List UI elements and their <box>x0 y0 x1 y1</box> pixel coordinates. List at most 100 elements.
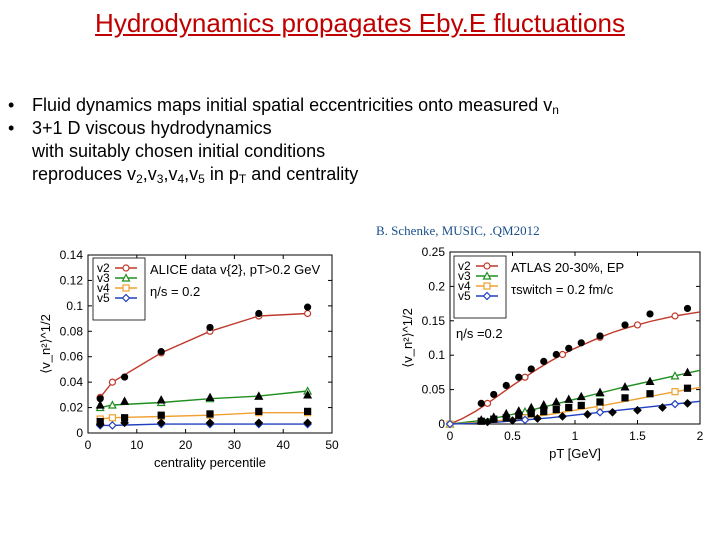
data-point <box>205 392 215 401</box>
data-point <box>477 399 485 407</box>
data-point <box>255 309 263 318</box>
data-point <box>658 403 667 412</box>
data-point <box>608 407 617 417</box>
data-point <box>157 348 165 356</box>
bullet-1-text: Fluid dynamics maps initial spatial ecce… <box>32 95 559 117</box>
legend-label-v2: v2 <box>97 261 110 275</box>
y-tick-label: 0.1 <box>428 348 445 362</box>
data-point <box>304 303 312 311</box>
y-tick-label: 0.15 <box>422 314 446 328</box>
data-point <box>565 344 573 352</box>
y-axis-label: ⟨v_n²⟩^1/2 <box>400 308 415 368</box>
y-tick-label: 0 <box>76 426 83 440</box>
data-point <box>502 381 510 390</box>
x-tick-label: 30 <box>228 438 242 452</box>
plot-frame <box>87 254 333 434</box>
y-tick-label: 0.06 <box>60 350 84 364</box>
series-line-v3 <box>100 390 308 409</box>
series-point-v2 <box>671 312 679 320</box>
series-point-v5 <box>670 399 680 409</box>
data-point <box>583 410 592 419</box>
x-tick-label: 2 <box>697 429 704 443</box>
data-point <box>565 403 573 412</box>
data-point <box>477 417 485 425</box>
x-tick-label: 50 <box>325 438 339 452</box>
series-line-v2 <box>99 312 308 398</box>
series-point-v4 <box>671 388 679 396</box>
legend-marker-v3 <box>482 271 492 280</box>
series-point-v3 <box>107 400 117 409</box>
x-tick-label: 0.5 <box>504 429 521 443</box>
x-tick-label: 1 <box>572 429 579 443</box>
data-point <box>539 399 549 409</box>
y-tick-label: 0.02 <box>60 401 84 415</box>
legend-label-v4: v4 <box>97 281 110 295</box>
data-point <box>683 304 692 313</box>
y-axis-label: ⟨v_n²⟩^1/2 <box>38 314 53 374</box>
data-point <box>255 407 263 415</box>
data-point <box>304 407 312 415</box>
legend-text: ATLAS 20-30%, EP <box>511 260 624 275</box>
bullet-2: • 3+1 D viscous hydrodynamics <box>8 117 708 140</box>
series-point-v2 <box>521 373 529 381</box>
data-point <box>551 397 561 406</box>
data-point <box>490 390 498 399</box>
data-point <box>552 350 560 359</box>
bullet-2-cont: with suitably chosen initial conditions <box>8 140 708 163</box>
data-point <box>577 401 585 410</box>
legend-label-v4: v4 <box>458 279 471 293</box>
bullet-2-cont: reproduces v2,v3,v4,v5 in pT and central… <box>8 163 708 186</box>
x-tick-label: 0 <box>447 429 454 443</box>
data-point <box>120 418 129 428</box>
legend-label-v3: v3 <box>458 269 471 283</box>
series-point-v2 <box>483 399 492 407</box>
legend-marker-v4 <box>122 284 130 292</box>
series-point-v2 <box>558 350 567 359</box>
data-point <box>508 416 517 425</box>
x-tick-label: 10 <box>130 438 144 452</box>
data-point <box>621 394 629 402</box>
data-point <box>254 418 264 428</box>
x-tick-label: 0 <box>85 438 92 452</box>
legend-label-v2: v2 <box>458 259 471 273</box>
x-tick-label: 20 <box>179 438 193 452</box>
x-tick-label: 1.5 <box>629 429 646 443</box>
series-point-v5 <box>520 415 530 425</box>
y-tick-label: 0.12 <box>60 273 84 287</box>
series-line-v5 <box>100 423 308 427</box>
y-tick-label: 0.04 <box>60 375 84 389</box>
data-point <box>577 339 585 347</box>
legend-text: η/s = 0.2 <box>150 284 200 299</box>
data-point <box>526 402 536 412</box>
data-point <box>515 373 523 381</box>
legend-label-v5: v5 <box>458 289 471 303</box>
data-point <box>540 408 548 416</box>
data-point <box>490 415 498 423</box>
y-tick-label: 0.05 <box>422 383 446 397</box>
y-tick-label: 0.14 <box>60 248 84 262</box>
citation: B. Schenke, MUSIC, .QM2012 <box>376 223 540 238</box>
y-tick-label: 0.2 <box>428 279 445 293</box>
legend-marker-v2 <box>122 264 130 272</box>
data-point <box>596 332 604 340</box>
data-point <box>633 405 642 415</box>
data-point <box>646 390 654 398</box>
legend-label-v3: v3 <box>97 271 110 285</box>
data-point <box>552 405 560 414</box>
y-tick-label: 0.1 <box>66 299 83 313</box>
series-point-v5 <box>595 407 605 417</box>
legend-text: ALICE data v{2}, pT>0.2 GeV <box>150 262 321 277</box>
data-point <box>527 410 535 418</box>
data-point <box>156 395 166 404</box>
data-point <box>156 418 166 428</box>
series-point-v4 <box>108 414 117 422</box>
data-point <box>95 400 105 409</box>
series-line-v3 <box>449 369 701 425</box>
legend-marker-v2 <box>483 262 491 270</box>
data-point <box>483 417 492 427</box>
bullet-2-line-1: 3+1 D viscous hydrodynamics <box>32 118 272 138</box>
series-point-v5 <box>445 419 455 429</box>
x-tick-label: 40 <box>277 438 291 452</box>
data-point <box>120 396 130 405</box>
series-point-v2 <box>108 378 117 386</box>
